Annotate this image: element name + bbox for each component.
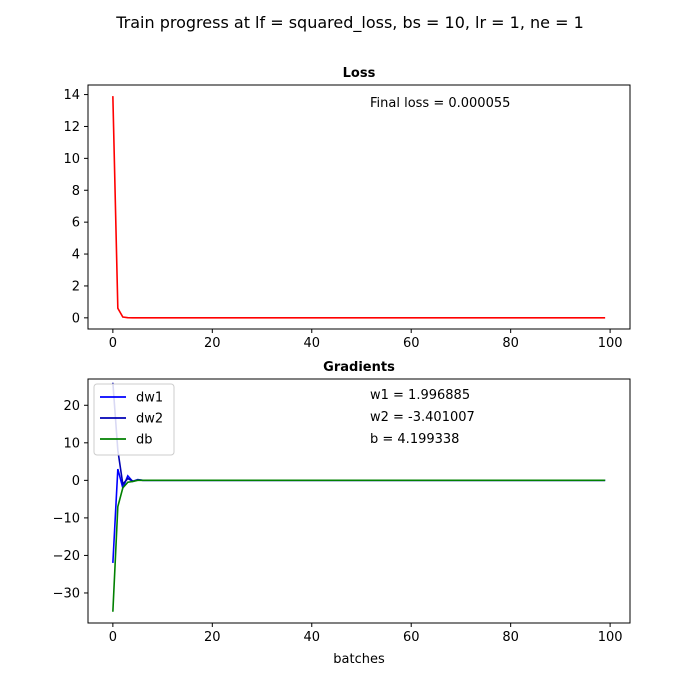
x-tick-label: 20 <box>204 630 221 645</box>
x-tick-label: 60 <box>403 630 420 645</box>
y-tick-label: −10 <box>53 511 80 526</box>
annotation-text: w2 = -3.401007 <box>370 410 475 425</box>
legend-label: db <box>136 433 153 448</box>
x-tick-label: 0 <box>109 336 117 351</box>
x-tick-label: 80 <box>502 630 519 645</box>
series-line-series-0 <box>112 96 606 319</box>
y-tick-label: 20 <box>63 399 80 414</box>
panel-title: Gradients <box>323 360 395 375</box>
x-tick-label: 0 <box>109 630 117 645</box>
x-tick-label: 40 <box>303 336 320 351</box>
y-tick-label: 0 <box>72 474 80 489</box>
y-tick-label: −30 <box>53 586 80 601</box>
annotation-text: Final loss = 0.000055 <box>370 96 510 111</box>
x-tick-label: 100 <box>598 336 623 351</box>
x-tick-label: 20 <box>204 336 221 351</box>
x-tick-label: 40 <box>303 630 320 645</box>
x-tick-label: 60 <box>403 336 420 351</box>
y-tick-label: 8 <box>72 184 80 199</box>
y-tick-label: 12 <box>63 120 80 135</box>
axes-frame <box>87 84 631 330</box>
gradients-panel: Gradients 0 20 40 60 80 100 −30 −20 −10 0 10 20 batch… <box>53 360 631 667</box>
axes-frame <box>87 378 631 624</box>
series-line-dw1 <box>112 468 606 563</box>
y-tick-label: 0 <box>72 311 80 326</box>
annotation-text: b = 4.199338 <box>370 432 459 447</box>
series-line-db <box>112 479 606 612</box>
x-axis-label: batches <box>333 652 385 667</box>
legend-box <box>93 383 175 456</box>
figure-suptitle: Train progress at lf = squared_loss, bs … <box>115 13 584 33</box>
y-tick-label: 14 <box>63 88 80 103</box>
panel-title: Loss <box>343 66 376 81</box>
loss-panel: Loss 0 20 40 60 80 100 0 2 4 6 8 10 12 14 Final loss = … <box>63 66 631 351</box>
x-tick-label: 100 <box>598 630 623 645</box>
y-tick-label: 4 <box>72 248 80 263</box>
y-tick-label: −20 <box>53 549 80 564</box>
y-tick-label: 10 <box>63 152 80 167</box>
annotation-text: w1 = 1.996885 <box>370 388 470 403</box>
y-tick-label: 6 <box>72 216 80 231</box>
legend-label: dw2 <box>136 412 163 427</box>
x-tick-label: 80 <box>502 336 519 351</box>
legend-label: dw1 <box>136 391 163 406</box>
y-tick-label: 2 <box>72 279 80 294</box>
series-line-dw2 <box>112 382 606 486</box>
y-tick-label: 10 <box>63 436 80 451</box>
